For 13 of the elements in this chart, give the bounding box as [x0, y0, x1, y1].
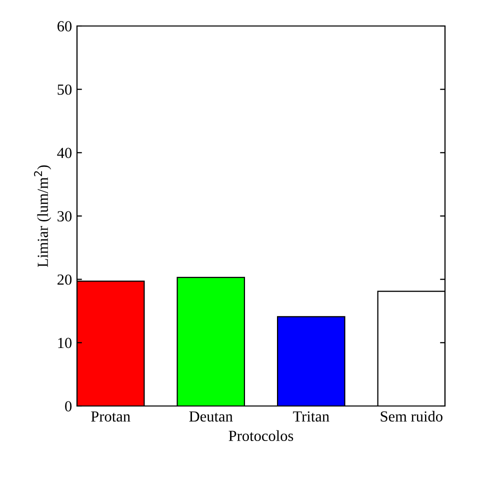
x-tick-label: Protan — [91, 411, 130, 422]
y-tick-label: 20 — [58, 274, 72, 285]
x-tick-label: Tritan — [293, 411, 330, 422]
x-tick-label: Deutan — [189, 411, 233, 422]
y-tick-label: 30 — [58, 211, 72, 222]
y-axis-title: Limiar (lum/m$^{2}$) — [34, 165, 52, 268]
y-tick-label: 50 — [58, 84, 72, 95]
x-axis-title: Protocolos — [228, 430, 294, 442]
y-tick-label: 10 — [58, 338, 72, 348]
y-tick-label: 40 — [57, 148, 72, 158]
y-tick-label: 0 — [65, 401, 72, 412]
x-tick-label: Sem ruido — [380, 410, 442, 422]
y-tick-label: 60 — [58, 21, 72, 32]
